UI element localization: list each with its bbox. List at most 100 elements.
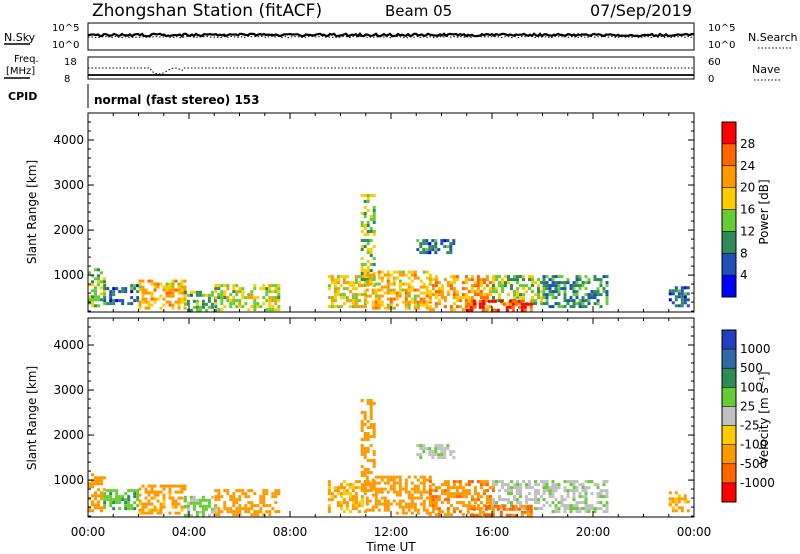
velocity-cell	[428, 501, 432, 505]
power-cell	[557, 287, 561, 291]
velocity-cell	[545, 489, 549, 493]
velocity-cell	[569, 507, 573, 511]
freq-label: Freq.	[14, 54, 39, 65]
power-cell	[455, 299, 459, 303]
velocity-cell	[168, 511, 172, 515]
power-cell	[94, 304, 97, 308]
velocity-cell	[602, 483, 606, 487]
power-cell	[446, 293, 450, 297]
velocity-cell	[572, 480, 576, 484]
velocity-cell	[88, 485, 91, 489]
power-region-4	[214, 284, 281, 312]
power-cell	[554, 281, 558, 285]
power-cell	[479, 284, 483, 288]
power-cell	[124, 290, 128, 294]
power-cell	[542, 275, 546, 279]
power-cell	[220, 299, 224, 303]
velocity-cell	[183, 484, 187, 488]
velocity-cell	[413, 496, 417, 500]
power-cell	[136, 290, 140, 294]
velocity-cell	[431, 498, 435, 502]
power-cell	[183, 297, 187, 301]
power-cell	[277, 296, 281, 300]
power-cell	[545, 293, 549, 297]
power-cell	[542, 281, 546, 285]
velocity-cell	[437, 510, 441, 514]
velocity-cell	[434, 507, 438, 511]
velocity-cell	[455, 486, 459, 490]
velocity-cell	[398, 478, 402, 482]
power-cell	[369, 227, 373, 230]
velocity-cell	[118, 507, 122, 511]
velocity-cell	[461, 492, 465, 496]
power-cell	[683, 301, 687, 305]
power-cell	[542, 290, 546, 294]
power-cell	[581, 305, 585, 309]
power-cell	[458, 305, 462, 309]
velocity-region-5	[327, 480, 367, 514]
velocity-cell	[531, 498, 534, 502]
power-cell	[498, 275, 501, 279]
velocity-cell	[153, 493, 157, 497]
velocity-cell	[244, 507, 248, 511]
power-cell	[271, 308, 275, 312]
velocity-cell	[363, 438, 367, 441]
velocity-cell	[431, 456, 435, 460]
power-cell	[605, 275, 609, 279]
velocity-cell	[265, 510, 269, 514]
velocity-cell	[452, 450, 456, 454]
velocity-cell	[590, 480, 594, 484]
power-cell	[584, 281, 588, 285]
power-cell	[476, 281, 480, 285]
power-cell	[519, 296, 522, 300]
velocity-cell	[91, 479, 94, 483]
power-cell	[563, 290, 567, 294]
power-cell	[389, 297, 393, 301]
velocity-cell	[587, 486, 591, 490]
velocity-cell	[548, 489, 552, 493]
velocity-cell	[491, 507, 495, 511]
velocity-cell	[100, 509, 103, 513]
velocity-cell	[374, 487, 378, 491]
power-cell	[327, 305, 331, 309]
velocity-cell	[262, 504, 266, 508]
velocity-cell	[271, 495, 275, 499]
velocity-cell	[268, 513, 272, 517]
power-cell	[413, 300, 417, 304]
velocity-cell	[443, 489, 447, 493]
velocity-cell	[440, 444, 444, 448]
power-cell	[100, 280, 103, 284]
velocity-cell	[109, 498, 113, 502]
power-cell	[253, 287, 257, 291]
power-cell	[540, 281, 543, 285]
velocity-cell	[510, 480, 513, 484]
power-cell	[485, 275, 489, 279]
power-cell	[395, 303, 399, 307]
velocity-cell	[513, 498, 516, 502]
power-cell	[470, 284, 474, 288]
power-cell	[177, 306, 181, 310]
power-cell	[519, 275, 522, 279]
power-cell	[446, 281, 450, 285]
power-cell	[596, 302, 600, 306]
power-cell	[560, 305, 564, 309]
velocity-cell	[566, 507, 570, 511]
velocity-region-4	[214, 489, 281, 517]
velocity-cell	[229, 495, 233, 499]
power-cell	[144, 288, 148, 292]
velocity-cell	[499, 510, 503, 514]
power-cell	[121, 302, 125, 306]
velocity-cell	[443, 492, 447, 496]
power-cell	[360, 272, 364, 275]
velocity-cell	[232, 504, 236, 508]
power-cell	[587, 302, 591, 306]
velocity-cell	[511, 513, 515, 517]
power-cell	[516, 287, 519, 291]
velocity-cell	[389, 487, 393, 491]
velocity-cell	[103, 506, 106, 510]
velocity-cell	[554, 510, 558, 514]
velocity-cell	[437, 453, 441, 457]
power-cell	[327, 275, 331, 279]
velocity-cell	[523, 504, 527, 508]
velocity-cell	[374, 505, 378, 509]
